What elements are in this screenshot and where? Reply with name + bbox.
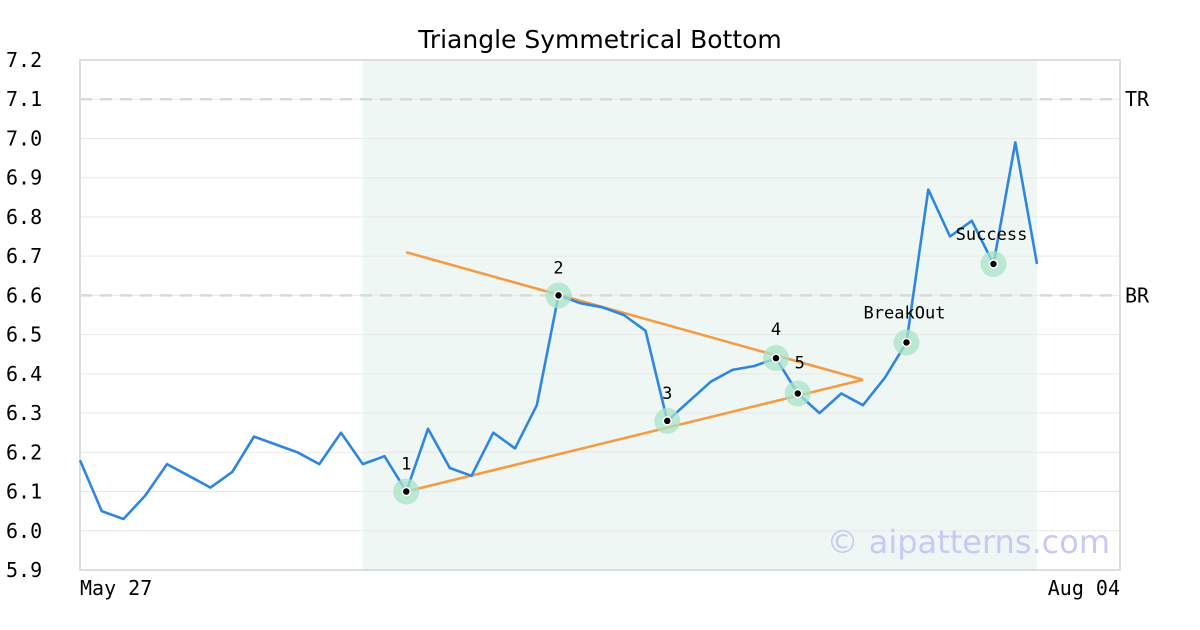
y-tick-label: 6.1: [6, 480, 42, 504]
x-tick-label: Aug 04: [1048, 576, 1120, 600]
point-marker-5: [793, 388, 803, 399]
x-axis: May 27 Aug 04: [80, 576, 1120, 600]
point-label-4: 4: [771, 320, 781, 340]
point-label-3: 3: [662, 384, 672, 404]
y-tick-label: 5.9: [6, 558, 42, 582]
y-tick-label: 6.5: [6, 323, 42, 347]
y-tick-label: 7.2: [6, 48, 42, 72]
point-marker-1: [401, 486, 411, 497]
pattern-region: [362, 60, 1037, 570]
reference-lines: TR BR: [80, 87, 1150, 307]
point-marker-3: [662, 416, 672, 426]
point-label-success: Success: [956, 225, 1028, 245]
point-label-2: 2: [553, 258, 563, 278]
point-marker-success: [988, 259, 999, 269]
y-tick-label: 6.3: [6, 401, 42, 425]
point-label-5: 5: [795, 353, 805, 373]
watermark: © aipatterns.com: [827, 523, 1110, 561]
y-tick-label: 6.7: [6, 244, 42, 268]
y-tick-label: 6.6: [6, 283, 42, 307]
y-tick-label: 6.2: [6, 440, 42, 464]
y-axis: 5.9 6.0 6.1 6.2 6.3 6.4 6.5 6.6 6.7 6.8 6.9 7.0 7.1 7…: [6, 48, 42, 582]
point-marker-4: [771, 353, 781, 363]
y-tick-label: 6.8: [6, 205, 42, 229]
reference-label-br: BR: [1125, 283, 1150, 307]
point-marker-breakout: [901, 337, 912, 348]
y-tick-label: 6.4: [6, 362, 42, 386]
point-label-1: 1: [401, 455, 411, 475]
y-tick-label: 7.1: [6, 87, 42, 111]
x-tick-label: May 27: [80, 576, 152, 600]
point-marker-2: [553, 290, 564, 301]
chart-title: Triangle Symmetrical Bottom: [417, 25, 782, 54]
pattern-points: 1 2 3 45 BreakOut Success: [393, 225, 1027, 505]
y-tick-label: 6.9: [6, 166, 42, 190]
plot-frame: [79, 59, 1121, 571]
y-tick-label: 6.0: [6, 519, 42, 543]
y-tick-label: 7.0: [6, 126, 42, 150]
reference-label-tr: TR: [1125, 87, 1150, 111]
point-label-breakout: BreakOut: [864, 303, 946, 323]
